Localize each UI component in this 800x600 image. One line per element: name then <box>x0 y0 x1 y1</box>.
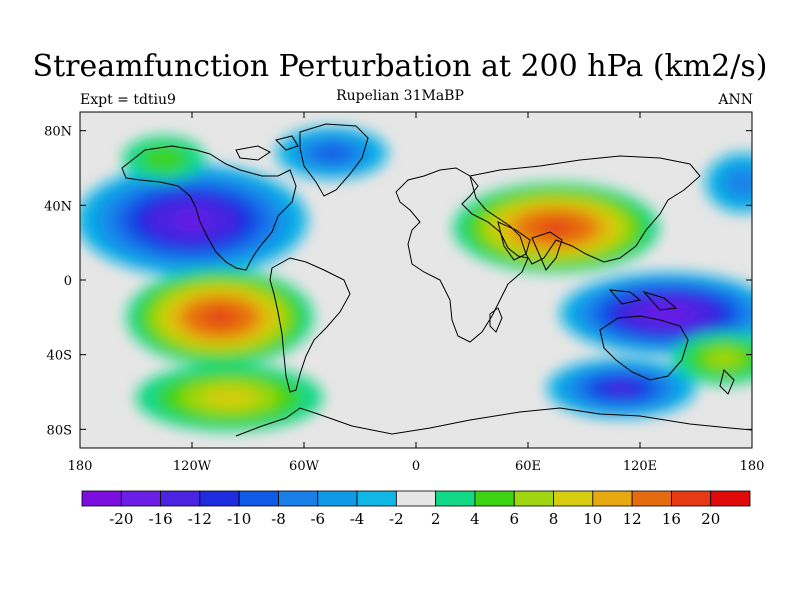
colorbar-swatch <box>671 490 712 507</box>
x-tick-label: 120W <box>173 459 212 474</box>
colorbar: -20 -16 -12 -10 -8 -6 -4 -2 2 4 6 8 10 12 16 20 <box>81 490 751 528</box>
period-label: Rupelian 31MaBP <box>336 88 464 104</box>
coastlines <box>121 123 752 437</box>
coastline-australia <box>599 315 689 381</box>
colorbar-label: 6 <box>509 510 519 528</box>
x-tick-label: 60E <box>515 459 541 474</box>
contour-band <box>606 382 637 395</box>
colorbar-swatch <box>238 490 279 507</box>
low-center <box>559 272 752 355</box>
high-center <box>122 136 206 182</box>
y-tick-label: 80S <box>47 423 72 438</box>
colorbar-label: 16 <box>662 510 681 528</box>
x-tick-label: 0 <box>412 459 420 474</box>
colorbar-label: -12 <box>188 510 212 528</box>
coastline-new-zealand <box>719 369 735 395</box>
coastline-south-america <box>269 257 351 393</box>
low-center <box>705 153 752 213</box>
colorbar-swatch <box>81 490 122 507</box>
coastline-antarctica <box>235 407 752 437</box>
contour-band <box>205 309 235 325</box>
y-tick-label: 0 <box>64 274 72 289</box>
x-tick-label: 60W <box>289 459 320 474</box>
colorbar-label: -4 <box>350 510 365 528</box>
high-center <box>136 364 323 432</box>
coastline-arctic-islands <box>235 135 299 161</box>
contour-band <box>174 211 210 229</box>
colorbar-swatch <box>553 490 594 507</box>
colorbar-label: 8 <box>549 510 559 528</box>
colorbar-swatch <box>710 490 751 507</box>
contour-band <box>141 146 187 172</box>
contour-band <box>540 220 572 235</box>
colorbar-label: -10 <box>227 510 251 528</box>
colorbar-swatch <box>474 490 515 507</box>
colorbar-swatch <box>199 490 240 507</box>
contour-band <box>315 145 349 161</box>
colorbar-label: 10 <box>583 510 602 528</box>
contour-field <box>80 126 752 432</box>
colorbar-swatch <box>395 490 437 507</box>
colorbar-label: 12 <box>623 510 642 528</box>
colorbar-swatch <box>160 490 201 507</box>
coastline-india <box>531 231 563 271</box>
colorbar-label: 2 <box>431 510 441 528</box>
low-center <box>546 358 696 419</box>
low-center <box>276 126 388 180</box>
map-axes: 180 120W 60W 0 60E 120E 180 80N 40N 0 40S 80S <box>44 112 764 474</box>
coastline-se-asia-islands <box>608 289 678 311</box>
colorbar-swatch <box>631 490 672 507</box>
colorbar-swatch <box>592 490 633 507</box>
colorbar-swatch <box>278 490 319 507</box>
y-tick-label: 80N <box>44 125 72 140</box>
colorbar-label: -16 <box>149 510 173 528</box>
x-tick-label: 120E <box>623 459 657 474</box>
contour-band <box>201 387 257 408</box>
contour-band <box>728 171 752 195</box>
colorbar-swatch <box>356 490 397 507</box>
coastline-north-america <box>121 145 297 271</box>
colorbar-label: -2 <box>389 510 404 528</box>
colorbar-label: 20 <box>701 510 720 528</box>
coastline-greenland <box>299 123 369 197</box>
high-center <box>126 268 314 366</box>
y-tick-label: 40N <box>44 199 72 214</box>
colorbar-label: -8 <box>271 510 286 528</box>
experiment-label: Expt = tdtiu9 <box>80 92 176 108</box>
low-center <box>80 164 308 277</box>
colorbar-swatch <box>435 490 476 507</box>
y-tick-label: 40S <box>47 349 72 364</box>
plot-title: Streamfunction Perturbation at 200 hPa (… <box>32 49 768 84</box>
colorbar-swatch <box>317 490 358 507</box>
x-tick-label: 180 <box>740 459 765 474</box>
coastline-arabia <box>497 221 531 261</box>
x-tick-label: 180 <box>68 459 93 474</box>
colorbar-swatch <box>120 490 161 507</box>
colorbar-swatch <box>513 490 554 507</box>
colorbar-label: 4 <box>470 510 480 528</box>
coastline-europe-africa <box>395 167 529 343</box>
colorbar-label: -20 <box>109 510 133 528</box>
coastline-madagascar <box>489 307 503 333</box>
contour-band <box>641 303 695 324</box>
high-center <box>453 182 659 273</box>
high-center <box>671 332 752 385</box>
contour-band <box>703 348 745 369</box>
colorbar-label: -6 <box>310 510 325 528</box>
season-label: ANN <box>718 92 753 108</box>
